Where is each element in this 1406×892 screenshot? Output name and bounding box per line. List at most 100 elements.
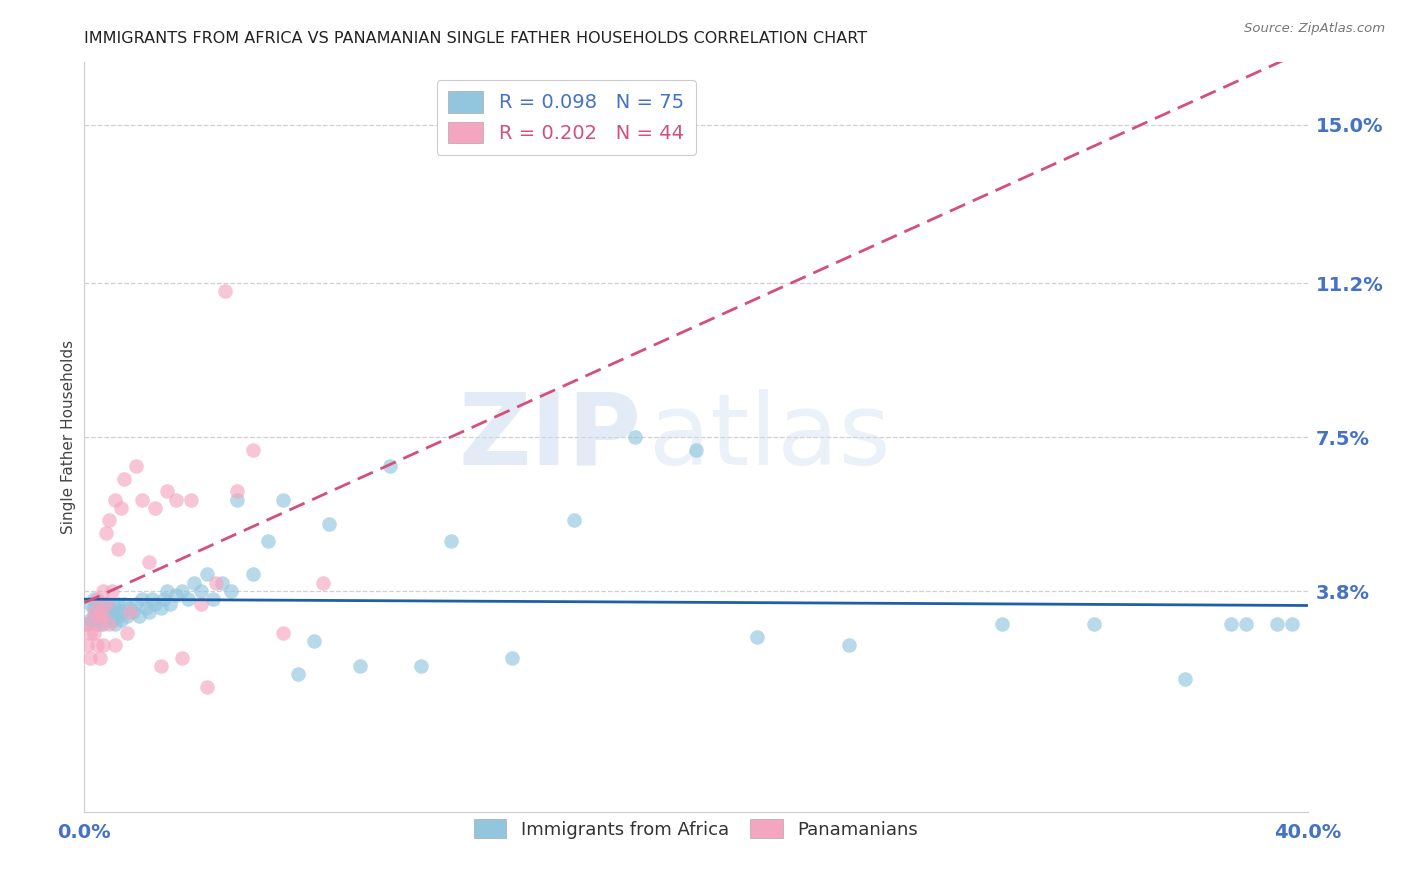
Point [201,592,224,607]
Point [156,584,179,599]
Point [83,605,105,619]
Y-axis label: Single Father Households: Single Father Households [60,340,76,534]
Point [94,597,117,611]
Point [149,600,172,615]
Point [165,492,187,507]
Point [205,575,228,590]
Point [83,592,105,607]
Point [226,484,249,499]
Point [89,650,111,665]
Point [312,575,335,590]
Point [149,659,172,673]
Point [1265,617,1288,632]
Point [502,650,524,665]
Point [991,617,1014,632]
Point [94,605,117,619]
Point [271,625,294,640]
Point [302,634,325,648]
Point [89,605,111,619]
Point [131,592,153,607]
Point [101,605,124,619]
Point [89,597,111,611]
Point [107,542,129,557]
Text: Source: ZipAtlas.com: Source: ZipAtlas.com [1244,22,1385,36]
Point [86,605,108,619]
Point [440,534,463,549]
Point [115,625,138,640]
Point [79,625,101,640]
Point [83,609,105,624]
Point [89,605,111,619]
Point [107,597,129,611]
Point [1281,617,1303,632]
Point [104,617,127,632]
Text: IMMIGRANTS FROM AFRICA VS PANAMANIAN SINGLE FATHER HOUSEHOLDS CORRELATION CHART: IMMIGRANTS FROM AFRICA VS PANAMANIAN SIN… [84,31,868,46]
Point [380,459,402,474]
Point [97,600,120,615]
Point [242,442,264,457]
Point [97,513,120,527]
Point [79,650,101,665]
Point [97,617,120,632]
Point [112,597,135,611]
Point [747,630,769,644]
Point [1220,617,1243,632]
Point [838,638,860,652]
Text: ZIP: ZIP [458,389,641,485]
Point [110,605,132,619]
Point [131,492,153,507]
Point [110,500,132,515]
Point [135,600,157,615]
Legend: Immigrants from Africa, Panamanians: Immigrants from Africa, Panamanians [465,810,927,847]
Point [242,567,264,582]
Point [104,600,127,615]
Point [76,638,98,652]
Point [1236,617,1258,632]
Point [79,597,101,611]
Point [183,575,205,590]
Point [271,492,294,507]
Point [76,617,98,632]
Point [190,597,212,611]
Point [287,667,309,681]
Point [219,584,242,599]
Point [101,613,124,627]
Point [685,442,707,457]
Point [107,609,129,624]
Text: atlas: atlas [650,389,891,485]
Point [115,609,138,624]
Point [214,285,236,299]
Point [562,513,585,527]
Point [94,597,117,611]
Point [318,517,340,532]
Point [122,605,145,619]
Point [125,597,148,611]
Point [141,592,163,607]
Point [156,484,179,499]
Point [195,680,218,694]
Point [91,638,114,652]
Point [1174,672,1197,686]
Point [104,638,127,652]
Point [91,600,114,615]
Point [120,600,142,615]
Point [172,584,194,599]
Point [143,597,166,611]
Point [120,605,142,619]
Point [138,605,160,619]
Point [409,659,432,673]
Point [91,617,114,632]
Point [110,613,132,627]
Point [180,492,202,507]
Point [112,472,135,486]
Point [138,555,160,569]
Point [349,659,371,673]
Point [125,459,148,474]
Point [104,492,127,507]
Point [79,613,101,627]
Point [153,592,176,607]
Point [89,613,111,627]
Point [624,430,647,444]
Point [257,534,280,549]
Point [83,625,105,640]
